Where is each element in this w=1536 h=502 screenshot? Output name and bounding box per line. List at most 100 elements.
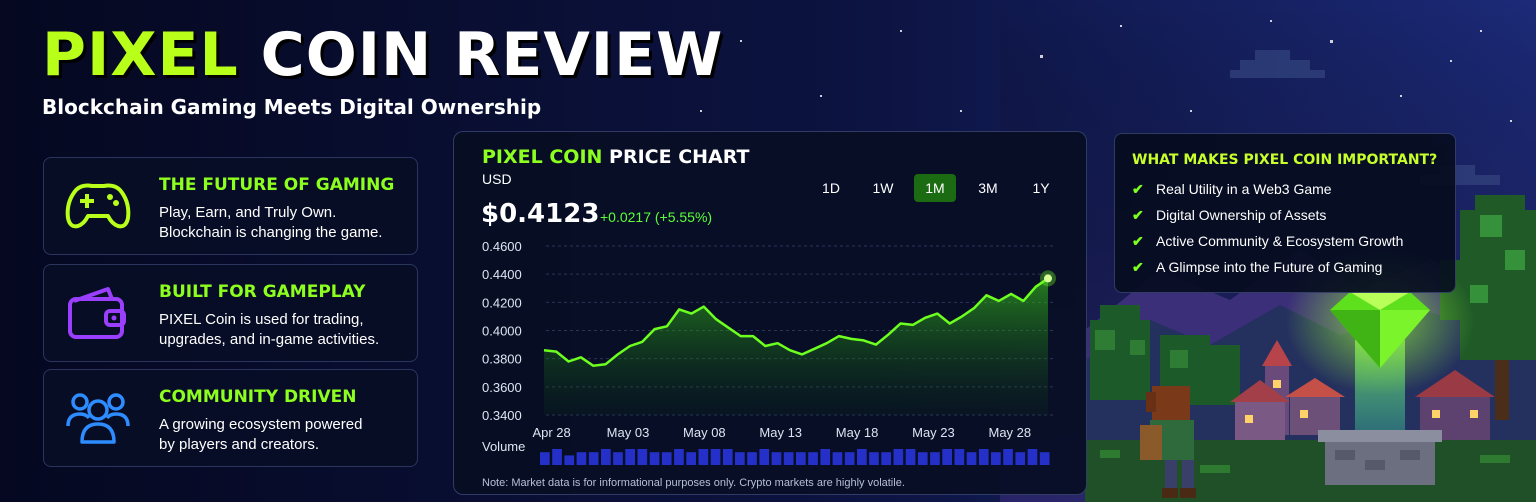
feature-description: A growing ecosystem powered by players a… [159, 415, 414, 455]
wallet-icon [68, 287, 126, 339]
volume-bar [710, 449, 721, 465]
title-highlight: PIXEL [42, 20, 239, 90]
importance-item: ✔ Real Utility in a Web3 Game [1132, 181, 1332, 201]
volume-bar [893, 449, 904, 465]
feature-description: PIXEL Coin is used for trading, upgrades… [159, 310, 414, 350]
volume-bar [674, 449, 684, 465]
importance-title: WHAT MAKES PIXEL COIN IMPORTANT? [1132, 152, 1438, 168]
gamepad-icon [65, 183, 131, 229]
y-tick-label: 0.4000 [482, 324, 522, 339]
y-tick-label: 0.3400 [482, 408, 522, 423]
volume-bar [905, 449, 916, 465]
volume-label: Volume [482, 439, 525, 454]
x-tick-label: May 28 [988, 425, 1031, 440]
volume-bar [625, 449, 635, 465]
volume-bar [771, 452, 782, 465]
volume-bar [661, 452, 672, 465]
price-chart: 0.4600 0.4400 0.4200 0.4000 0.3800 0.3600 0.34… [482, 239, 1056, 465]
x-tick-label: May 03 [607, 425, 650, 440]
y-tick-label: 0.3800 [482, 352, 522, 367]
feature-card-gameplay: BUILT FOR GAMEPLAY PIXEL Coin is used fo… [43, 264, 418, 362]
current-price: $0.4123 [481, 199, 600, 229]
chart-title-rest: PRICE CHART [609, 146, 750, 168]
feature-card-gaming: THE FUTURE OF GAMING Play, Earn, and Tru… [43, 157, 418, 255]
volume-bar [649, 452, 660, 465]
volume-bar [783, 452, 794, 465]
feature-line: Play, Earn, and Truly Own. [159, 204, 337, 221]
volume-bar [735, 452, 745, 465]
volume-bar [759, 449, 770, 465]
volume-bar [930, 452, 940, 465]
chart-title: PIXEL COIN PRICE CHART [482, 146, 750, 168]
title-rest: COIN REVIEW [260, 20, 724, 90]
volume-bar [1027, 449, 1038, 465]
community-icon [66, 393, 130, 444]
timeframe-1w[interactable]: 1W [872, 180, 894, 196]
feature-card-community: COMMUNITY DRIVEN A growing ecosystem pow… [43, 369, 418, 467]
importance-item: ✔ Digital Ownership of Assets [1132, 207, 1326, 227]
volume-bar [820, 449, 831, 465]
volume-bar [564, 455, 575, 465]
volume-bar [698, 449, 709, 465]
disclaimer-note: Note: Market data is for informational p… [482, 477, 905, 489]
x-tick-label: Apr 28 [532, 425, 570, 440]
volume-bar [552, 449, 562, 465]
feature-description: Play, Earn, and Truly Own. Blockchain is… [159, 203, 414, 243]
price-line [543, 277, 1049, 367]
volume-bar [601, 449, 611, 465]
feature-line: Blockchain is changing the game. [159, 224, 383, 241]
volume-bar [869, 452, 879, 465]
feature-line: upgrades, and in-game activities. [159, 331, 380, 348]
checkmark-icon: ✔ [1132, 259, 1144, 275]
volume-bar [588, 452, 599, 465]
y-tick-label: 0.4200 [482, 295, 522, 310]
x-tick-label: May 13 [759, 425, 802, 440]
importance-item-label: Active Community & Ecosystem Growth [1156, 233, 1404, 249]
timeframe-1y[interactable]: 1Y [1032, 180, 1050, 196]
volume-bar [966, 452, 977, 465]
feature-line: A growing ecosystem powered [159, 416, 363, 433]
volume-bar [917, 452, 928, 465]
y-tick-label: 0.4600 [482, 239, 522, 254]
page-subtitle: Blockchain Gaming Meets Digital Ownershi… [42, 95, 542, 119]
importance-item-label: A Glimpse into the Future of Gaming [1156, 259, 1383, 275]
timeframe-selector: 1D 1W 1M 3M 1Y [809, 174, 1069, 202]
volume-bar [832, 452, 843, 465]
feature-title: COMMUNITY DRIVEN [159, 387, 357, 407]
price-chart-panel: 0.4600 0.4400 0.4200 0.4000 0.3800 0.3600 0.34… [453, 131, 1087, 495]
volume-bar [1003, 449, 1013, 465]
volume-bar [954, 449, 965, 465]
volume-bar [722, 449, 733, 465]
page-title: PIXEL COIN REVIEW [42, 20, 723, 90]
currency-label: USD [482, 171, 512, 187]
importance-item-label: Digital Ownership of Assets [1156, 207, 1327, 223]
timeframe-1d[interactable]: 1D [822, 180, 840, 196]
volume-bar [978, 449, 989, 465]
volume-bar [637, 449, 648, 465]
importance-item: ✔ Active Community & Ecosystem Growth [1132, 233, 1403, 253]
last-price-point [1044, 274, 1052, 283]
timeframe-3m[interactable]: 3M [978, 180, 998, 196]
volume-bar [613, 452, 623, 465]
volume-bar [881, 452, 891, 465]
y-tick-label: 0.4400 [482, 267, 522, 282]
checkmark-icon: ✔ [1132, 181, 1144, 197]
volume-bar [844, 452, 855, 465]
volume-bar [808, 452, 818, 465]
feature-line: by players and creators. [159, 436, 320, 453]
price-area [544, 278, 1048, 415]
x-tick-label: May 08 [683, 425, 726, 440]
x-tick-label: May 23 [912, 425, 955, 440]
timeframe-1m[interactable]: 1M [914, 174, 956, 202]
importance-item-label: Real Utility in a Web3 Game [1156, 181, 1332, 197]
importance-item: ✔ A Glimpse into the Future of Gaming [1132, 259, 1382, 279]
volume-bar [1015, 452, 1026, 465]
feature-title: THE FUTURE OF GAMING [159, 175, 395, 195]
volume-bar [857, 449, 867, 465]
volume-bar [686, 452, 696, 465]
feature-title: BUILT FOR GAMEPLAY [159, 282, 366, 302]
importance-panel: WHAT MAKES PIXEL COIN IMPORTANT? ✔ Real U… [1114, 133, 1456, 293]
volume-bar [991, 452, 1001, 465]
volume-bar [1039, 452, 1050, 465]
volume-bar [540, 452, 550, 465]
